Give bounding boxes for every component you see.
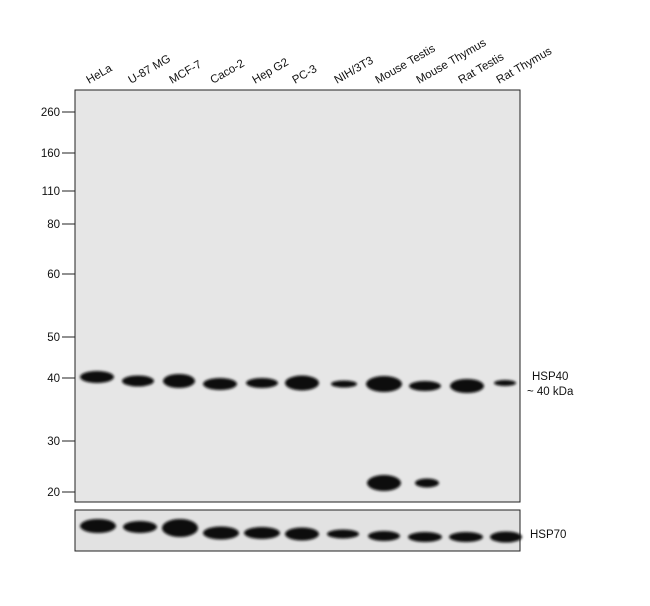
marker-label: 20	[47, 487, 60, 499]
lane-label: NIH/3T3	[333, 55, 376, 87]
lane-label: Rat Thymus	[495, 45, 555, 86]
marker-label: 110	[42, 186, 60, 198]
lane-label: HeLa	[85, 62, 115, 86]
marker-label: 40	[47, 373, 60, 385]
marker-label: 30	[47, 436, 60, 448]
lane-label: PC-3	[291, 63, 320, 86]
marker-label: 260	[41, 107, 60, 119]
marker-label: 160	[41, 148, 60, 160]
marker-label: 60	[47, 269, 60, 281]
marker-label: 80	[47, 219, 60, 231]
lane-label: U-87 MG	[127, 53, 173, 87]
lane-label: Caco-2	[209, 58, 247, 87]
lane-label: Hep G2	[251, 56, 291, 86]
bands	[80, 371, 522, 543]
marker-label: 50	[47, 332, 60, 344]
target-name: HSP40	[532, 371, 568, 383]
control-name: HSP70	[530, 529, 566, 541]
main-blot	[74, 89, 521, 503]
lane-label: Mouse Thymus	[415, 37, 489, 87]
lane-label: MCF-7	[168, 59, 204, 87]
target-size: ~ 40 kDa	[527, 386, 574, 398]
